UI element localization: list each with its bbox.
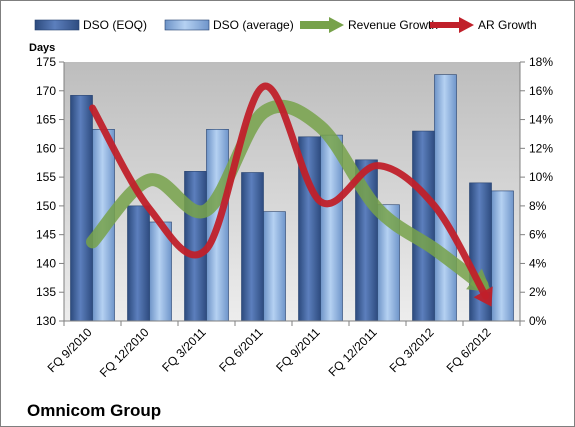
legend-swatch-dso-average- bbox=[164, 19, 210, 31]
x-tick-label-0: FQ 9/2010 bbox=[45, 325, 95, 375]
left-tick-label-3: 145 bbox=[36, 228, 56, 242]
right-tick-label-8: 16% bbox=[529, 84, 553, 98]
y-axis-title: Days bbox=[29, 42, 55, 54]
left-tick-label-5: 155 bbox=[36, 170, 56, 184]
chart-title: Omnicom Group bbox=[27, 401, 161, 420]
right-tick-label-1: 2% bbox=[529, 285, 547, 299]
right-axis-ticks: 0% 2% 4% 6% 8% 10% 12% 14% 16% 18% bbox=[520, 55, 553, 328]
bar-dso-eoq-6 bbox=[412, 130, 435, 322]
left-tick-label-1: 135 bbox=[36, 285, 56, 299]
right-tick-label-9: 18% bbox=[529, 55, 553, 69]
right-tick-label-6: 12% bbox=[529, 141, 553, 155]
right-tick-label-5: 10% bbox=[529, 170, 553, 184]
legend-swatch-dso-eoq- bbox=[34, 19, 80, 31]
legend-label-dso-eoq-: DSO (EOQ) bbox=[83, 18, 147, 32]
right-tick-label-3: 6% bbox=[529, 228, 547, 242]
x-axis-ticks: FQ 9/2010 FQ 12/2010 FQ 3/2011 FQ 6/2011 FQ … bbox=[45, 321, 521, 380]
bar-dso-average-3 bbox=[263, 211, 286, 322]
legend-arrow-ar-growth bbox=[459, 17, 474, 33]
left-tick-label-6: 160 bbox=[36, 141, 56, 155]
left-tick-label-9: 175 bbox=[36, 55, 56, 69]
legend-label-dso-average-: DSO (average) bbox=[213, 18, 294, 32]
left-tick-label-8: 170 bbox=[36, 84, 56, 98]
left-tick-label-7: 165 bbox=[36, 113, 56, 127]
right-tick-label-0: 0% bbox=[529, 314, 547, 328]
x-tick-label-3: FQ 6/2011 bbox=[216, 325, 266, 375]
bar-dso-average-4 bbox=[320, 134, 343, 322]
left-tick-label-2: 140 bbox=[36, 256, 56, 270]
x-tick-label-4: FQ 9/2011 bbox=[273, 325, 323, 375]
legend-label-revenue-growth: Revenue Growth bbox=[348, 18, 438, 32]
bar-dso-eoq-2 bbox=[184, 171, 207, 322]
left-tick-label-0: 130 bbox=[36, 314, 56, 328]
x-tick-label-1: FQ 12/2010 bbox=[97, 325, 152, 380]
right-tick-label-4: 8% bbox=[529, 199, 547, 213]
bar-dso-eoq-0 bbox=[70, 95, 93, 322]
legend-arrow-revenue-growth bbox=[329, 17, 344, 33]
left-axis-ticks: 130 135 140 145 150 155 160 165 170 175 bbox=[36, 55, 64, 328]
right-tick-label-7: 14% bbox=[529, 113, 553, 127]
lines-layer bbox=[86, 82, 493, 307]
x-tick-label-2: FQ 3/2011 bbox=[159, 325, 209, 375]
bar-dso-average-6 bbox=[434, 74, 457, 322]
ar-growth-arrowhead bbox=[473, 286, 493, 307]
x-tick-label-6: FQ 3/2012 bbox=[387, 325, 437, 375]
x-tick-label-5: FQ 12/2011 bbox=[326, 325, 380, 379]
ar-growth-line bbox=[89, 82, 490, 300]
x-tick-label-7: FQ 6/2012 bbox=[444, 325, 494, 375]
legend: DSO (EOQ) DSO (average) Revenue Growth AR G… bbox=[34, 17, 537, 33]
bar-dso-average-7 bbox=[491, 190, 514, 322]
right-tick-label-2: 4% bbox=[529, 256, 547, 270]
bar-dso-eoq-3 bbox=[241, 172, 264, 322]
left-tick-label-4: 150 bbox=[36, 199, 56, 213]
bar-dso-eoq-1 bbox=[127, 205, 150, 322]
legend-label-ar-growth: AR Growth bbox=[478, 18, 537, 32]
